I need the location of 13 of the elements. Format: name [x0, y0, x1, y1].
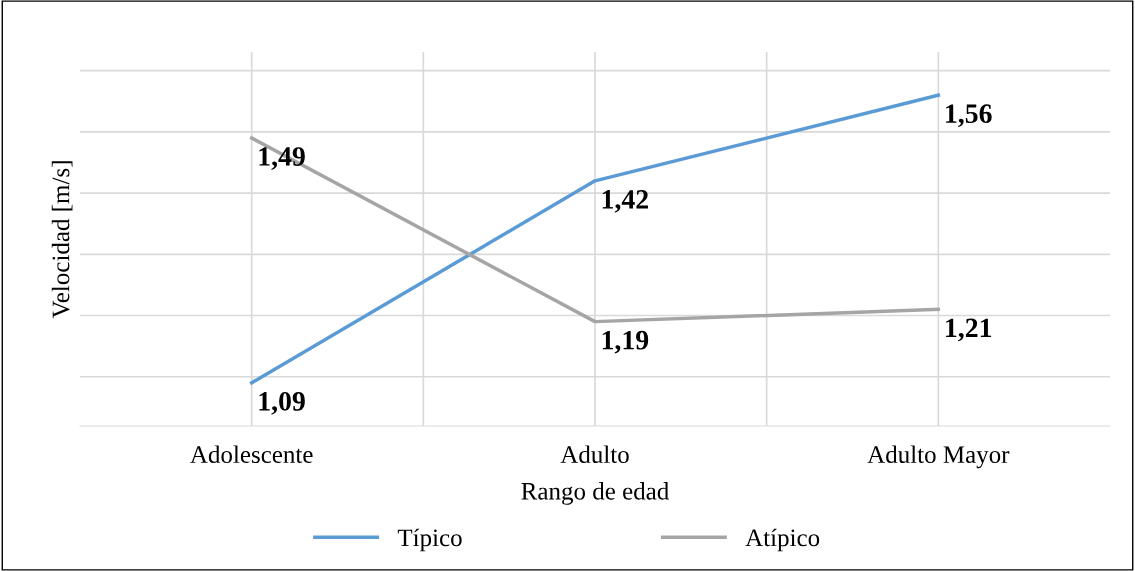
data-label: 1,42: [602, 190, 648, 213]
x-tick-label: Adolescente: [190, 445, 313, 464]
legend-label: Atípico: [745, 528, 820, 552]
data-label: 1,49: [259, 147, 305, 170]
x-tick-label: Adulto Mayor: [867, 445, 1010, 469]
data-label: 1,56: [946, 104, 992, 128]
legend-label: Típico: [397, 528, 462, 552]
x-tick-label: Adulto: [560, 445, 629, 464]
x-axis-title: Rango de edad: [521, 482, 669, 505]
data-label: 1,21: [946, 318, 992, 342]
data-label: 1,09: [259, 391, 305, 415]
y-axis-title: Velocidad [m/s]: [51, 161, 73, 319]
data-label: 1,19: [602, 330, 649, 354]
